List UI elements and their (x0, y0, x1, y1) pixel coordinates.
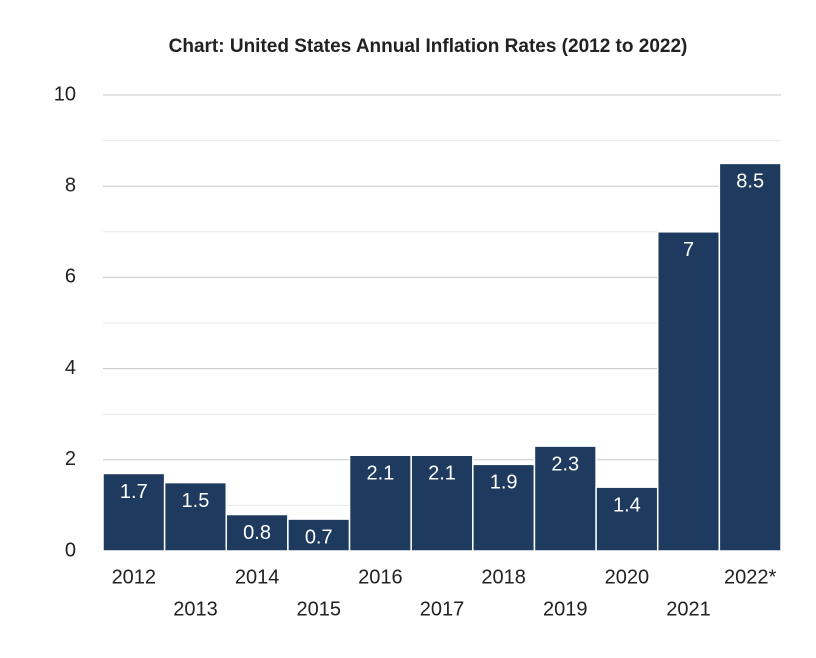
y-tick-label: 6 (65, 266, 76, 288)
value-label: 7 (683, 239, 694, 261)
x-tick-label: 2012 (112, 566, 157, 588)
y-tick-label: 4 (65, 357, 76, 379)
value-label: 1.7 (120, 481, 148, 503)
value-label: 2.1 (366, 463, 394, 485)
chart-title: Chart: United States Annual Inflation Ra… (169, 36, 688, 57)
bar (656, 231, 721, 552)
bar (595, 486, 659, 552)
x-tick-label: 2014 (235, 566, 280, 588)
x-tick-label: 2015 (296, 598, 341, 620)
x-tick-label: 2020 (605, 566, 650, 588)
x-tick-label: 2013 (173, 598, 218, 620)
bar (102, 472, 166, 552)
x-tick-label: 2018 (481, 566, 526, 588)
bar (163, 481, 228, 552)
value-label: 0.7 (305, 526, 333, 548)
value-label: 1.5 (182, 490, 210, 512)
y-tick-label: 10 (54, 83, 76, 105)
x-tick-label: 2019 (543, 598, 588, 620)
value-label: 1.4 (613, 494, 641, 516)
value-label: 2.1 (428, 463, 456, 485)
value-label: 1.9 (490, 472, 518, 494)
bar (287, 518, 351, 552)
bar (410, 454, 474, 552)
y-tick-label: 8 (65, 174, 76, 196)
value-label: 0.8 (243, 522, 271, 544)
bar (348, 454, 412, 552)
x-tick-label: 2022* (724, 566, 776, 588)
x-tick-label: 2021 (666, 598, 711, 620)
value-label: 2.3 (551, 453, 579, 475)
x-tick-label: 2016 (358, 566, 403, 588)
value-label: 8.5 (736, 171, 764, 193)
bar (472, 463, 536, 552)
y-tick-label: 0 (65, 539, 76, 561)
y-tick-label: 2 (65, 448, 76, 470)
bar (718, 162, 782, 552)
x-tick-label: 2017 (420, 598, 465, 620)
